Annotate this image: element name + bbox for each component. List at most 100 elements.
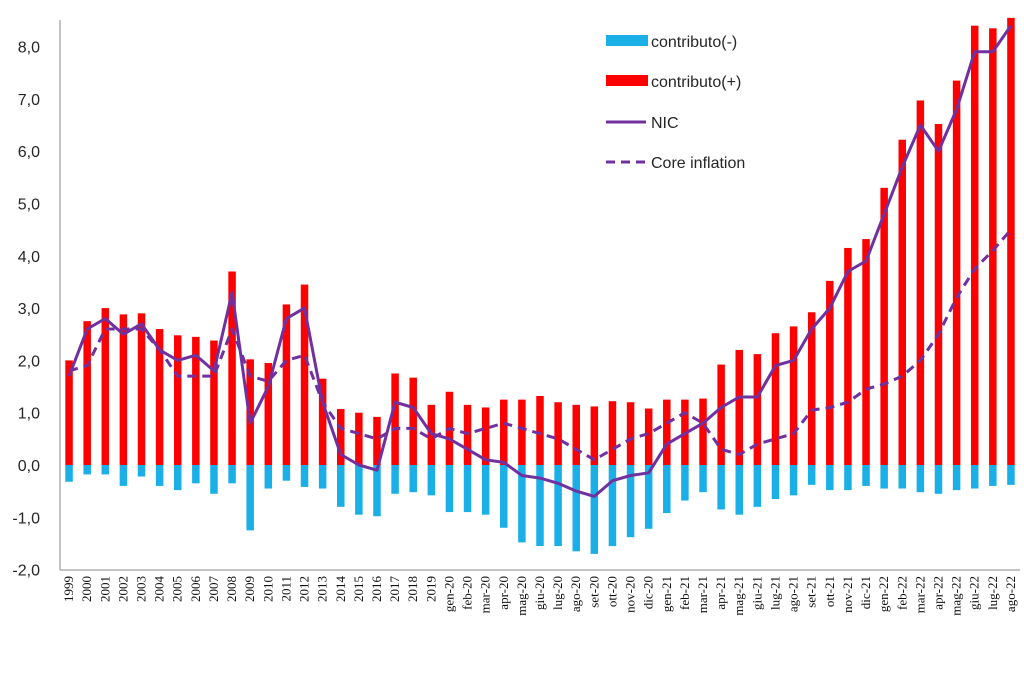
bar-contributo-neg-mar-22 [916,465,925,493]
bar-contributo-neg-lug-21 [771,465,780,499]
x-tick-label: dic-20 [641,576,656,609]
bar-contributo-neg-dic-20 [644,465,653,529]
bar-contributo-pos-2011 [282,304,291,465]
legend-swatch-contributo-pos [606,75,648,86]
bar-contributo-neg-2007 [210,465,218,494]
bar-contributo-neg-set-20 [590,465,599,554]
y-tick-label: 7,0 [18,92,40,109]
y-tick-label: 4,0 [18,249,40,266]
bar-contributo-neg-ago-20 [572,465,580,552]
bar-contributo-pos-apr-20 [500,399,508,465]
bar-contributo-neg-ago-22 [1007,465,1015,485]
x-tick-label: gen-20 [441,576,456,612]
x-tick-label: mar-20 [478,576,493,613]
bar-contributo-neg-2013 [318,465,327,489]
negative-contribution-bars [65,465,1015,554]
x-tick-label: 2006 [188,575,203,602]
x-tick-label: mar-22 [912,576,927,613]
x-tick-label: lug-22 [985,576,1000,610]
x-tick-label: 2007 [206,576,221,603]
x-tick-label: feb-21 [677,576,692,610]
x-tick-label: ago-20 [568,576,583,612]
bar-contributo-neg-2014 [337,465,345,507]
bar-contributo-neg-2000 [83,465,91,475]
bar-contributo-neg-ott-20 [608,465,617,547]
bar-contributo-pos-set-20 [590,406,599,465]
y-axis-tick-labels: 8,0 7,0 6,0 5,0 4,0 3,0 2,0 1,0 0,0 -1,0 -2,0 [12,40,40,580]
bar-contributo-pos-nov-21 [844,247,852,465]
y-tick-label: -1,0 [12,510,40,527]
line-nic [67,24,1013,498]
x-tick-label: lug-21 [768,576,783,610]
bar-contributo-pos-ott-20 [608,401,617,465]
bar-contributo-pos-mag-20 [518,399,526,465]
line-core-inflation [68,228,1013,462]
bar-contributo-neg-giu-20 [536,465,544,547]
bar-contributo-pos-lug-20 [554,402,562,465]
bar-contributo-pos-dic-20 [644,408,653,465]
x-tick-label: gen-21 [659,576,674,612]
y-tick-label: 0,0 [18,458,40,475]
bar-contributo-neg-2017 [391,465,399,494]
bar-contributo-pos-2008 [228,271,236,465]
x-tick-label: feb-22 [894,576,909,610]
x-tick-label: feb-20 [460,576,475,610]
x-tick-label: giu-21 [749,576,764,610]
x-tick-label: set-21 [804,576,819,608]
x-tick-label: apr-21 [713,576,728,610]
bar-contributo-neg-lug-20 [554,465,562,547]
x-tick-label: ott-21 [822,576,837,607]
x-tick-label: 2010 [260,576,275,602]
bar-contributo-neg-dic-21 [862,465,870,486]
bar-contributo-neg-nov-20 [626,465,635,538]
bar-contributo-neg-giu-22 [970,465,979,489]
bar-contributo-neg-feb-22 [898,465,907,489]
bar-contributo-pos-2003 [137,313,146,465]
x-tick-label: set-20 [586,576,601,608]
bar-contributo-pos-2013 [318,378,327,465]
y-tick-label: 3,0 [18,301,40,318]
bar-contributo-pos-ago-22 [1007,17,1015,466]
x-tick-label: 2005 [170,576,185,602]
x-tick-label: 2001 [97,576,112,602]
x-tick-label: mar-21 [695,576,710,613]
x-tick-label: nov-21 [840,576,855,613]
x-tick-label: 2011 [278,576,293,602]
bar-contributo-pos-mar-21 [699,398,707,465]
x-tick-label: 2003 [134,576,149,602]
bar-contributo-pos-ago-21 [789,326,798,465]
x-tick-label: 2018 [405,576,420,602]
bar-contributo-pos-apr-21 [717,364,725,465]
x-tick-label: mag-22 [949,576,964,616]
x-tick-label: lug-20 [550,576,565,610]
bar-contributo-pos-set-21 [807,312,816,465]
bar-contributo-neg-2001 [101,465,110,475]
axes [59,20,1020,571]
bar-contributo-pos-2000 [83,321,91,465]
bar-contributo-neg-mar-21 [699,465,707,493]
bar-contributo-pos-gen-21 [663,399,671,465]
y-tick-label: 5,0 [18,197,40,214]
y-tick-label: 6,0 [18,144,40,161]
bar-contributo-neg-apr-20 [500,465,508,528]
x-tick-label: 2004 [152,575,167,602]
bar-contributo-neg-lug-22 [989,465,997,486]
bar-contributo-pos-2007 [210,340,218,465]
x-tick-label: ago-21 [786,576,801,612]
x-tick-label: 2013 [315,576,330,602]
bar-contributo-pos-2001 [101,308,110,465]
bar-contributo-pos-2015 [355,412,363,465]
legend-label-nic: NIC [651,115,679,132]
series-lines [67,24,1013,498]
x-tick-label: ago-22 [1003,576,1018,612]
bar-contributo-pos-2017 [391,373,399,465]
x-tick-label: 2014 [333,576,348,603]
bar-contributo-neg-2015 [355,465,363,515]
x-tick-label: 2015 [351,576,366,602]
bar-contributo-pos-2018 [409,377,417,465]
bar-contributo-neg-gen-20 [445,465,454,513]
bar-contributo-pos-nov-20 [626,402,635,465]
y-tick-label: 8,0 [18,40,40,57]
y-tick-label: 2,0 [18,353,40,370]
